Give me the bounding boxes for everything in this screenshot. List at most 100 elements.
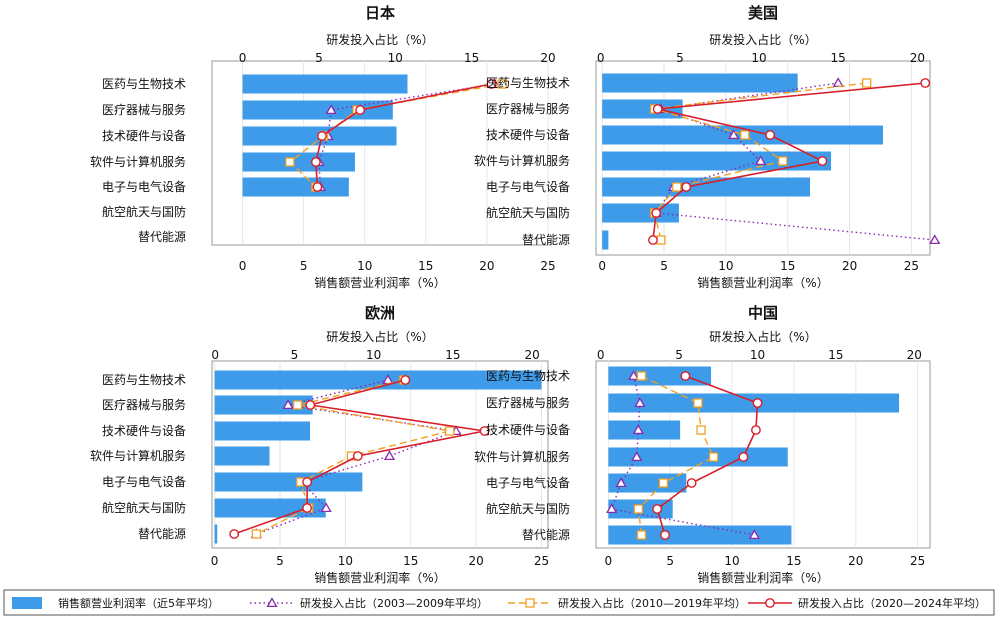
square-marker <box>656 235 666 245</box>
bottom-tick-label: 25 <box>540 259 555 273</box>
legend-label: 销售额营业利润率（近5年平均） <box>58 596 219 610</box>
category-label: 航空航天与国防 <box>486 501 570 516</box>
circle-marker <box>686 478 697 488</box>
chart-title: 中国 <box>748 304 778 322</box>
circle-marker <box>355 105 366 115</box>
circle-marker <box>660 530 670 540</box>
square-marker <box>672 182 682 192</box>
top-tick-label: 5 <box>675 348 683 362</box>
bottom-tick-label: 25 <box>904 259 919 273</box>
square-marker <box>525 598 535 608</box>
top-tick-label: 0 <box>211 348 219 362</box>
bar <box>242 152 355 172</box>
square-marker <box>285 157 295 167</box>
top-axis-label: 研发投入占比（%） <box>709 32 816 47</box>
circle-marker <box>738 452 749 462</box>
triangle-marker <box>634 397 646 408</box>
chart-title: 美国 <box>748 4 778 22</box>
bottom-tick-label: 10 <box>338 554 353 568</box>
circle-marker <box>652 104 663 114</box>
plot-frame <box>211 360 549 549</box>
top-tick-label: 5 <box>291 348 299 362</box>
triangle-marker <box>929 234 941 245</box>
bottom-axis-label: 销售额营业利润率（%） <box>697 275 828 290</box>
triangle-marker <box>266 597 278 608</box>
triangle-marker <box>632 424 644 435</box>
triangle-marker <box>628 370 640 381</box>
circle-marker <box>765 598 775 608</box>
bar <box>214 370 542 390</box>
circle-marker <box>817 156 828 166</box>
triangle-marker <box>615 477 627 488</box>
bottom-tick-label: 20 <box>468 554 483 568</box>
category-label: 航空航天与国防 <box>102 204 186 219</box>
square-marker <box>251 529 262 539</box>
bar <box>214 421 311 441</box>
bar <box>602 177 811 197</box>
category-label: 软件与计算机服务 <box>474 153 570 168</box>
triangle-marker <box>606 503 618 514</box>
bar <box>608 420 681 440</box>
category-label: 医药与生物技术 <box>486 369 570 383</box>
bottom-tick-label: 5 <box>660 259 668 273</box>
circle-marker <box>312 182 323 192</box>
legend-label: 研发投入占比（2003—2009年平均） <box>300 596 488 610</box>
top-tick-label: 0 <box>239 51 247 65</box>
bar <box>602 151 832 171</box>
bar <box>242 100 393 120</box>
triangle-marker <box>728 129 740 140</box>
category-label: 软件与计算机服务 <box>474 449 570 464</box>
square-marker <box>636 530 647 540</box>
bottom-axis-label: 销售额营业利润率（%） <box>314 570 445 585</box>
top-tick-label: 20 <box>540 51 555 65</box>
top-tick-label: 10 <box>750 348 765 362</box>
legend-bar-swatch <box>12 597 42 609</box>
circle-marker <box>765 130 776 140</box>
bottom-tick-label: 25 <box>910 554 925 568</box>
circle-marker <box>651 208 662 218</box>
triangle-marker <box>325 104 337 115</box>
top-tick-label: 15 <box>464 51 479 65</box>
category-label: 替代能源 <box>138 527 186 541</box>
bar <box>242 177 349 197</box>
category-label: 医药与生物技术 <box>486 76 570 90</box>
triangle-marker <box>631 451 643 462</box>
circle-marker <box>317 131 327 141</box>
top-tick-label: 10 <box>366 348 381 362</box>
square-marker <box>693 398 703 408</box>
triangle-marker <box>282 399 294 410</box>
bottom-tick-label: 20 <box>848 554 863 568</box>
category-label: 航空航天与国防 <box>486 205 570 220</box>
circle-marker <box>352 451 363 461</box>
top-axis-label: 研发投入占比（%） <box>326 329 433 344</box>
bar <box>602 203 679 223</box>
top-tick-label: 20 <box>907 348 922 362</box>
category-label: 电子与电气设备 <box>486 179 570 194</box>
category-label: 电子与电气设备 <box>102 474 186 489</box>
bottom-tick-label: 0 <box>605 554 613 568</box>
bottom-tick-label: 5 <box>300 259 308 273</box>
category-label: 技术硬件与设备 <box>486 423 570 437</box>
triangle-marker <box>320 502 332 513</box>
category-label: 医疗器械与服务 <box>102 397 186 412</box>
top-tick-label: 20 <box>910 51 925 65</box>
top-tick-label: 0 <box>597 348 605 362</box>
category-label: 替代能源 <box>522 528 570 542</box>
top-tick-label: 10 <box>751 51 766 65</box>
bar <box>608 525 792 545</box>
square-marker <box>497 79 507 89</box>
bottom-tick-label: 5 <box>276 554 284 568</box>
circle-marker <box>310 157 321 167</box>
top-tick-label: 20 <box>525 348 540 362</box>
circle-marker <box>302 503 312 513</box>
top-axis-label: 研发投入占比（%） <box>709 329 816 344</box>
bar <box>608 366 712 386</box>
bottom-tick-label: 20 <box>479 259 494 273</box>
plot-frame <box>595 360 931 549</box>
category-label: 医疗器械与服务 <box>486 395 570 410</box>
legend-label: 研发投入占比（2010—2019年平均） <box>558 596 746 610</box>
bar <box>608 473 687 493</box>
